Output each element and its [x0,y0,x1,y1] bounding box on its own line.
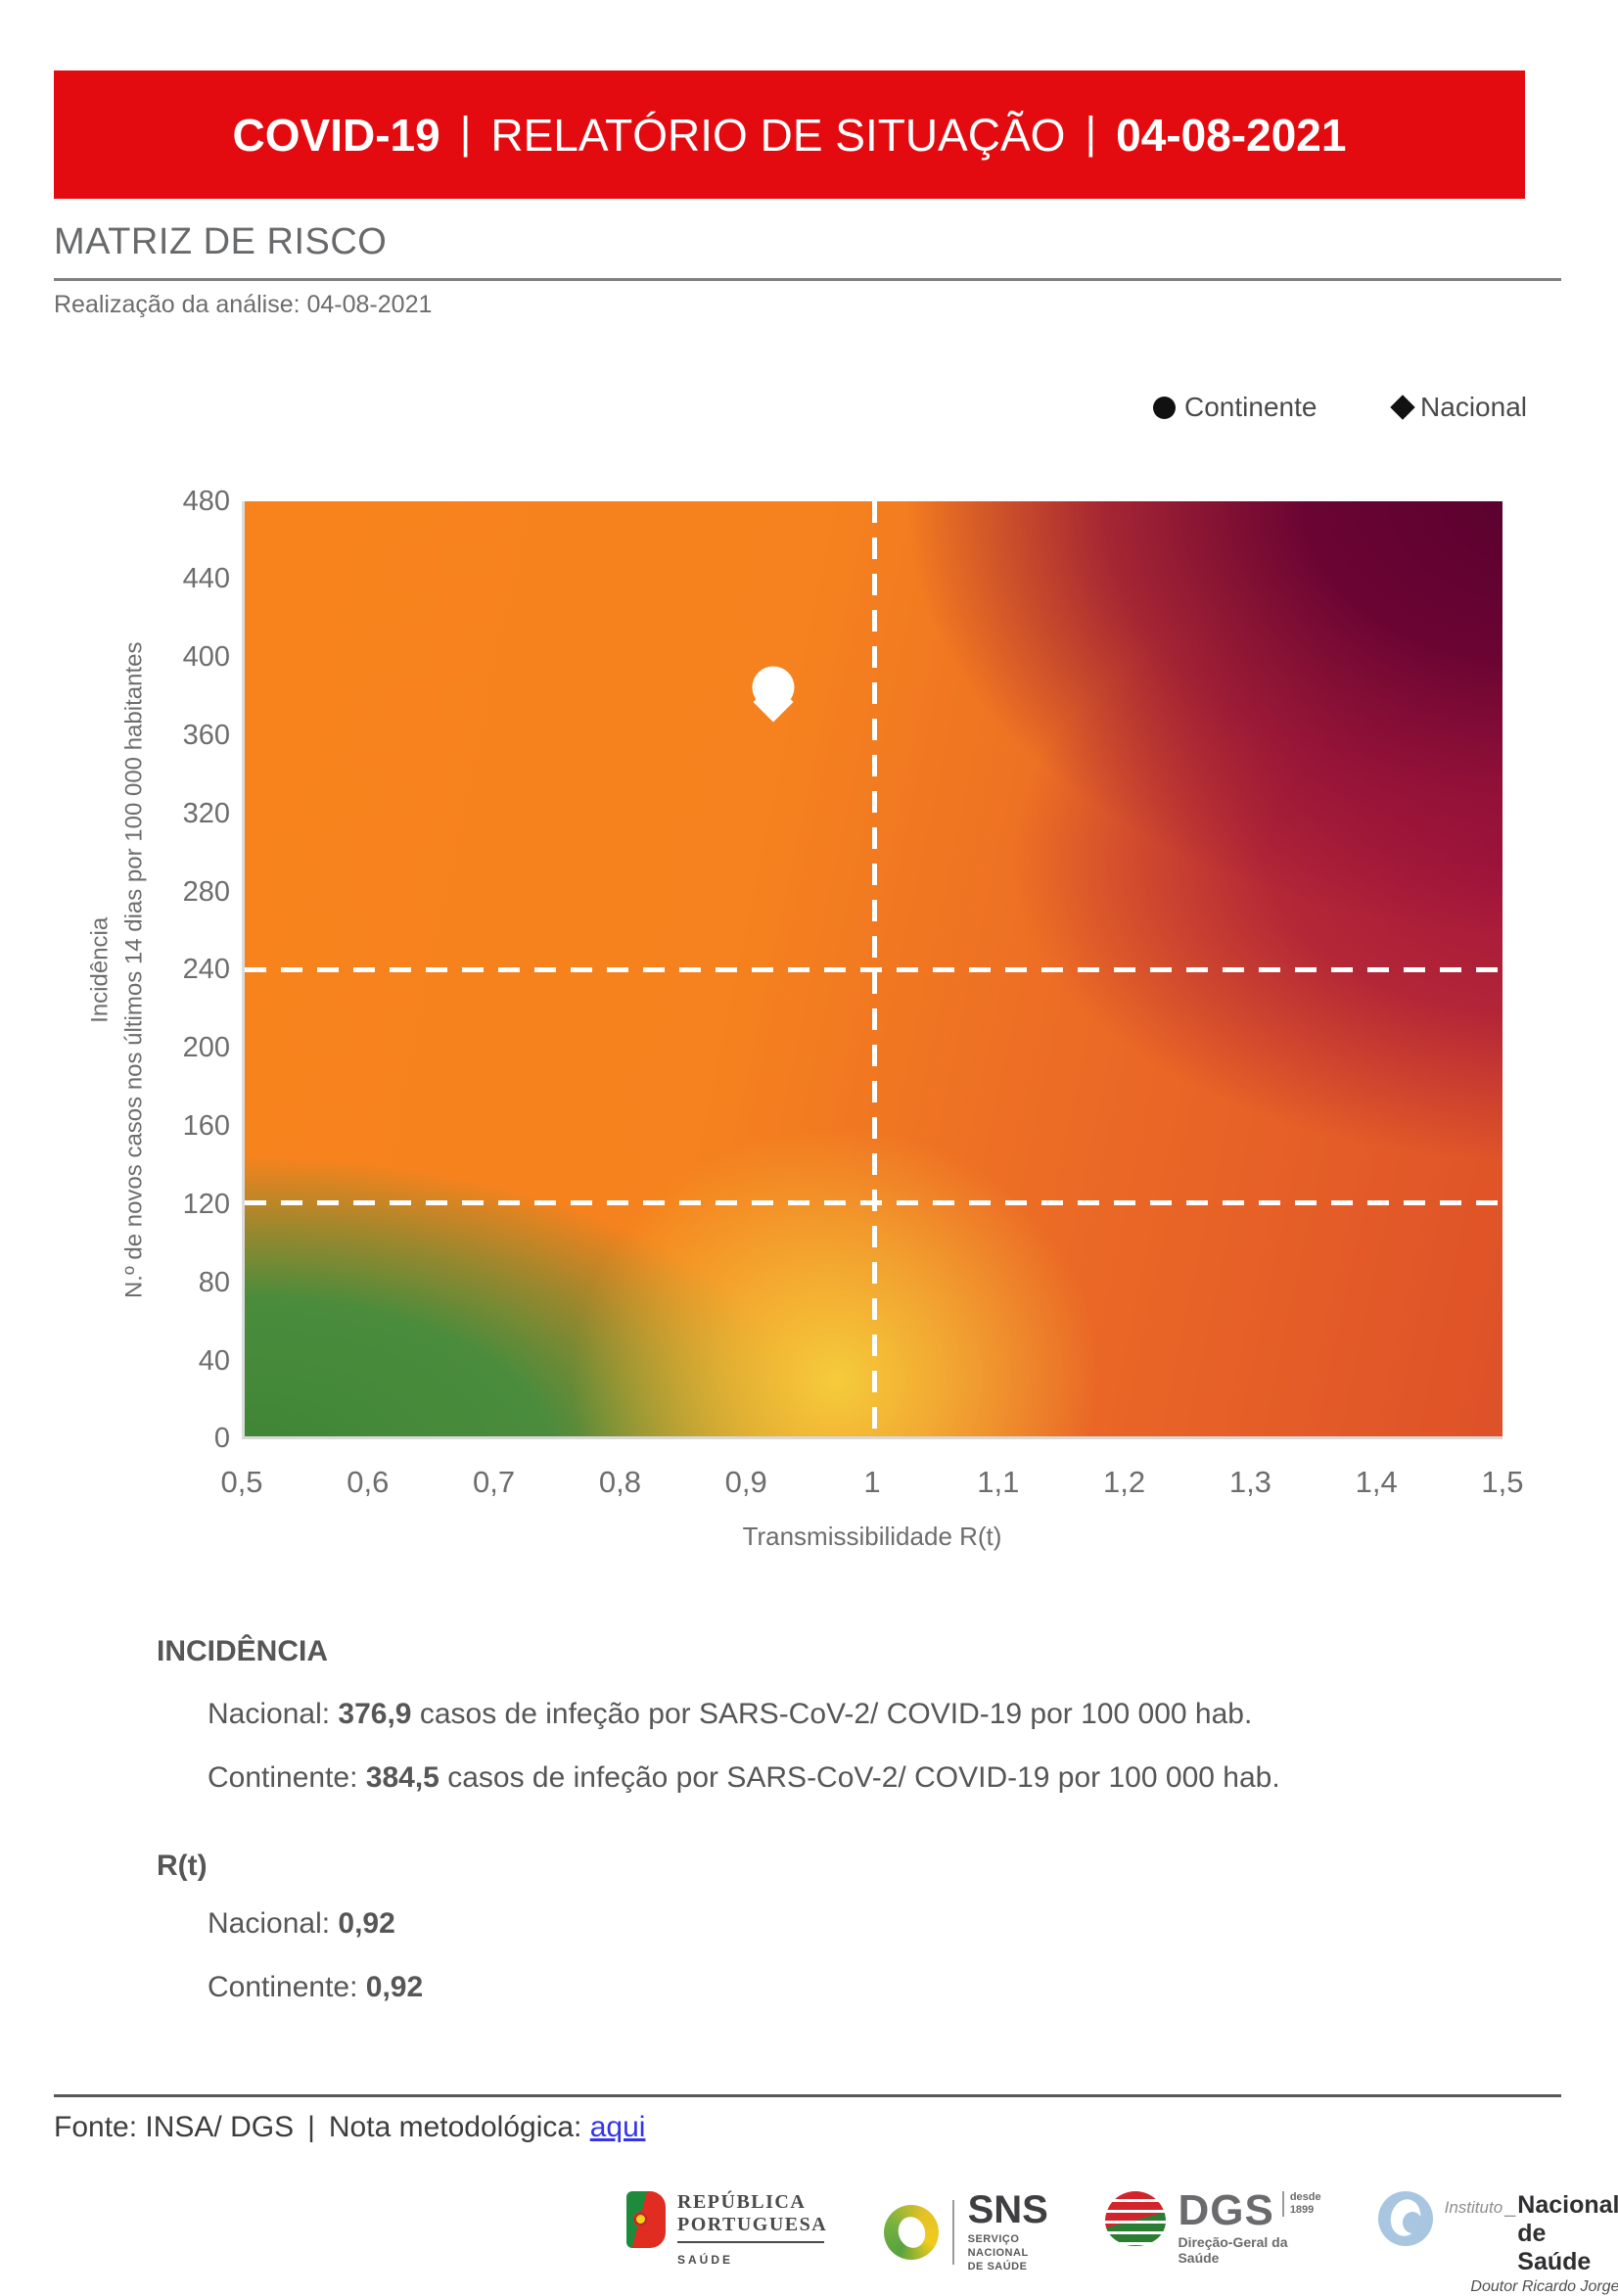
republica-tagline: SAÚDE [677,2253,734,2267]
insa-prefix: Instituto [1444,2198,1503,2217]
incidencia-continente-line: Continente: 384,5 casos de infeção por S… [208,1761,1280,1795]
logo-insa: Instituto _ Nacional de Saúde Doutor Ric… [1377,2191,1618,2296]
insa-underscore: _ [1504,2196,1516,2218]
incidencia-heading: INCIDÊNCIA [157,1635,329,1667]
x-tick-label: 1 [863,1465,881,1499]
sns-caption-line2: DE SAÚDE [967,2260,1028,2273]
footer-separator: | [307,2111,315,2143]
republica-line2: PORTUGUESA [677,2214,828,2235]
circle-marker-icon [1153,396,1176,419]
x-tick-label: 0,6 [347,1465,390,1499]
incidencia-continente-suffix: casos de infeção por SARS-CoV-2/ COVID-1… [439,1761,1280,1794]
dgs-abbr: DGS [1178,2186,1274,2234]
incidencia-nacional-line: Nacional: 376,9 casos de infeção por SAR… [208,1698,1252,1731]
republica-underline [677,2241,824,2243]
rt-continente-line: Continente: 0,92 [208,1971,423,2004]
incidencia-nacional-label: Nacional: [208,1698,339,1730]
footer-nota-label: Nota metodológica: [328,2111,590,2143]
rt-nacional-label: Nacional: [208,1907,339,1940]
x-tick-label: 0,9 [724,1465,767,1499]
x-tick-label: 1,4 [1355,1465,1398,1499]
insa-name: Nacional de Saúde [1517,2191,1618,2275]
header-product: COVID-19 [232,109,440,161]
y-axis-tick-labels: 480 440 400 360 320 280 240 200 160 120 … [182,485,230,1455]
x-tick-label: 1,3 [1228,1465,1271,1499]
title-divider [54,278,1561,281]
rt-nacional-line: Nacional: 0,92 [208,1907,395,1941]
sns-divider [952,2200,954,2266]
legend-item-nacional: Nacional [1390,392,1527,423]
footer-source-line: Fonte: INSA/ DGS | Nota metodológica: aqui [54,2111,645,2144]
page-title: MATRIZ DE RISCO [54,221,388,262]
footer-fonte: Fonte: INSA/ DGS [54,2111,295,2143]
logo-republica-portuguesa: REPÚBLICA PORTUGUESA SAÚDE [626,2191,827,2267]
threshold-line-rt-1 [871,501,877,1436]
portugal-flag-icon [626,2191,666,2248]
footer-logos: REPÚBLICA PORTUGUESA SAÚDE SNS SERVIÇO N… [626,2186,1618,2296]
dgs-since-line2: 1899 [1289,2204,1315,2217]
report-header-banner: COVID-19 | RELATÓRIO DE SITUAÇÃO | 04-08-202… [54,70,1525,199]
sns-abbr: SNS [967,2188,1048,2231]
rt-continente-label: Continente: [208,1971,366,2003]
rt-continente-value: 0,92 [365,1971,424,2003]
x-tick-label: 1,1 [977,1465,1020,1499]
y-axis-title-line1: Incidência [86,916,114,1024]
header-separator: | [459,107,472,158]
logo-dgs: DGS desde 1899 Direção-Geral da Saúde [1105,2186,1321,2266]
sns-circle-icon [884,2205,940,2261]
risk-matrix-plot-area [242,501,1502,1439]
dgs-since-line1: desde [1289,2191,1321,2203]
insa-caption: Doutor Ricardo Jorge [1470,2278,1618,2295]
legend-item-continente: Continente [1153,392,1317,423]
x-tick-label: 0,8 [598,1465,641,1499]
analysis-date-subtitle: Realização da análise: 04-08-2021 [54,291,433,318]
sns-caption-line1: SERVIÇO NACIONAL [967,2233,1029,2259]
nota-metodologica-link[interactable]: aqui [589,2111,646,2143]
legend-label-nacional: Nacional [1420,392,1527,422]
legend-label-continente: Continente [1184,392,1318,422]
incidencia-continente-label: Continente: [208,1761,366,1794]
footer-divider [54,2094,1561,2097]
rt-nacional-value: 0,92 [338,1907,395,1940]
x-tick-label: 1,5 [1481,1465,1524,1499]
x-axis-tick-labels: 0,5 0,6 0,7 0,8 0,9 1 1,1 1,2 1,3 1,4 1,… [220,1465,1523,1500]
header-separator: | [1085,107,1097,158]
chart-legend: Continente Nacional [1153,392,1527,423]
rt-heading: R(t) [157,1850,208,1882]
republica-line1: REPÚBLICA [677,2191,807,2213]
data-point-continente [752,666,795,709]
diamond-marker-icon [1390,395,1415,420]
x-axis-title: Transmissibilidade R(t) [742,1522,1002,1551]
logo-sns: SNS SERVIÇO NACIONAL DE SAÚDE [884,2188,1048,2273]
incidencia-continente-value: 384,5 [365,1761,439,1794]
incidencia-nacional-value: 376,9 [338,1698,412,1730]
insa-globe-icon [1377,2191,1433,2246]
incidencia-nacional-suffix: casos de infeção por SARS-CoV-2/ COVID-1… [411,1698,1253,1730]
x-tick-label: 0,7 [473,1465,516,1499]
header-date: 04-08-2021 [1116,109,1347,161]
x-tick-label: 0,5 [220,1465,263,1499]
dgs-caption: Direção-Geral da Saúde [1178,2233,1288,2266]
x-tick-label: 1,2 [1103,1465,1146,1499]
dgs-emblem-icon [1105,2191,1167,2246]
header-report-title: RELATÓRIO DE SITUAÇÃO [490,109,1066,161]
